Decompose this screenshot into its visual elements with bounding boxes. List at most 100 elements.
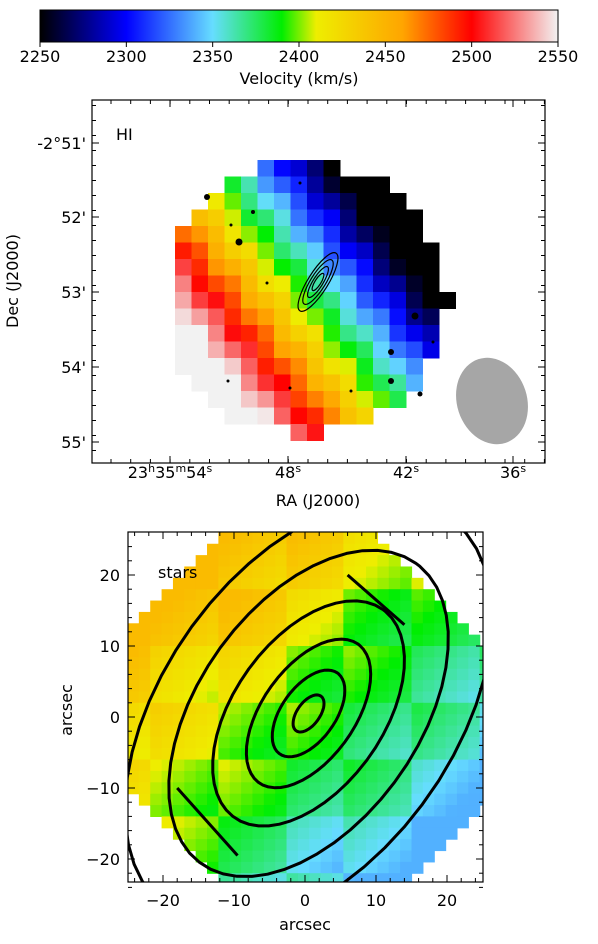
- stars-pixel: [366, 646, 379, 658]
- stars-y-tick-label: 10: [100, 637, 120, 656]
- stars-pixel: [468, 680, 481, 693]
- stars-pixel: [128, 646, 140, 658]
- hi-pixel: [307, 226, 324, 243]
- stars-pixel: [400, 634, 413, 647]
- stars-pixel: [388, 714, 401, 727]
- stars-pixel: [263, 691, 276, 704]
- stars-pixel: [241, 623, 254, 636]
- stars-pixel: [456, 793, 469, 806]
- hi-pixel: [290, 176, 308, 194]
- hi-pixel: [257, 308, 275, 326]
- stars-pixel: [286, 861, 299, 874]
- hi-ticks: [92, 100, 545, 463]
- stars-pixel: [297, 691, 310, 704]
- stars-pixel: [309, 748, 322, 761]
- stars-pixel: [128, 748, 140, 761]
- stars-pixel: [456, 736, 469, 749]
- hi-pixel: [307, 424, 324, 441]
- hi-pixel: [323, 341, 341, 359]
- stars-pixel: [434, 805, 447, 817]
- stars-pixel: [218, 839, 231, 852]
- hi-beam: [456, 357, 528, 445]
- stars-pixel: [286, 623, 299, 636]
- stars-pixel: [343, 611, 356, 624]
- hi-y-tick-labels: -2°51' 52' 53' 54' 55': [37, 134, 86, 452]
- stars-pixel: [354, 611, 367, 624]
- stars-pixel: [207, 623, 219, 636]
- stars-pixel: [128, 623, 140, 636]
- stars-pixel: [184, 600, 197, 613]
- stars-pixel: [184, 839, 197, 852]
- stars-pixel: [320, 827, 333, 840]
- colorbar-tick-label: 2250: [20, 47, 61, 66]
- stars-pixel: [263, 816, 276, 829]
- stars-pixel: [252, 566, 265, 579]
- stars-pixel: [400, 668, 413, 681]
- stars-pixel: [422, 827, 435, 840]
- stars-pixel: [366, 861, 379, 874]
- stars-pixel: [161, 634, 174, 647]
- stars-pixel: [400, 589, 413, 602]
- stars-pixel: [434, 827, 447, 840]
- hi-pixel: [422, 341, 440, 359]
- colorbar-tick-label: 2550: [538, 47, 579, 66]
- stars-pixel: [241, 543, 254, 556]
- stars-pixel: [343, 566, 356, 579]
- stars-pixel: [275, 850, 288, 863]
- stars-pixel: [150, 736, 163, 749]
- stars-pixel: [195, 702, 208, 715]
- hi-pixel: [307, 193, 324, 210]
- stars-pixel: [366, 566, 379, 579]
- hi-pixel: [257, 160, 275, 177]
- stars-pixel: [241, 555, 254, 568]
- stars-pixel: [172, 634, 185, 647]
- hi-pixel: [340, 325, 357, 342]
- hi-pixel: [356, 193, 374, 210]
- stars-pixel: [275, 634, 288, 647]
- hi-pixel: [340, 209, 357, 227]
- hi-pixel: [224, 308, 242, 326]
- stars-pixel: [150, 600, 163, 613]
- hi-pixel: [340, 407, 357, 425]
- hi-pixel: [356, 242, 374, 260]
- hi-pixel: [290, 374, 308, 392]
- hi-pixel: [373, 391, 390, 408]
- stars-pixel: [468, 759, 481, 772]
- hi-pixel: [224, 374, 242, 392]
- stars-pixel: [354, 646, 367, 658]
- stars-pixel: [184, 805, 197, 817]
- stars-pixel: [331, 793, 344, 806]
- hi-pixel: [175, 259, 192, 276]
- stars-pixel: [411, 646, 424, 658]
- hi-pixel: [373, 176, 390, 194]
- stars-pixel: [434, 748, 447, 761]
- hi-velocity-pixels: [175, 160, 456, 441]
- stars-pixel: [263, 827, 276, 840]
- hi-pixel: [241, 176, 258, 194]
- stars-pixel: [377, 736, 390, 749]
- stars-pixel: [286, 736, 299, 749]
- stars-pixel: [422, 668, 435, 681]
- stars-pixel: [184, 759, 197, 772]
- stars-pixel: [195, 736, 208, 749]
- stars-pixel: [161, 668, 174, 681]
- hi-star-dot: [229, 223, 233, 227]
- stars-pixel: [354, 668, 367, 681]
- stars-pixel: [207, 736, 219, 749]
- stars-pixel: [468, 805, 481, 817]
- stars-pixel: [479, 759, 483, 772]
- hi-contour: [297, 252, 339, 312]
- hi-pixel: [340, 292, 357, 309]
- hi-star-dot: [411, 312, 419, 320]
- hi-pixel: [257, 242, 275, 260]
- stars-pixel: [286, 634, 299, 647]
- stars-pixel: [241, 691, 254, 704]
- stars-pixel: [184, 566, 197, 579]
- stars-pixel: [218, 714, 231, 727]
- stars-pixel: [366, 736, 379, 749]
- stars-pixel: [172, 736, 185, 749]
- stars-pixel: [354, 770, 367, 783]
- hi-pixel: [175, 292, 192, 309]
- hi-pixel: [340, 308, 357, 326]
